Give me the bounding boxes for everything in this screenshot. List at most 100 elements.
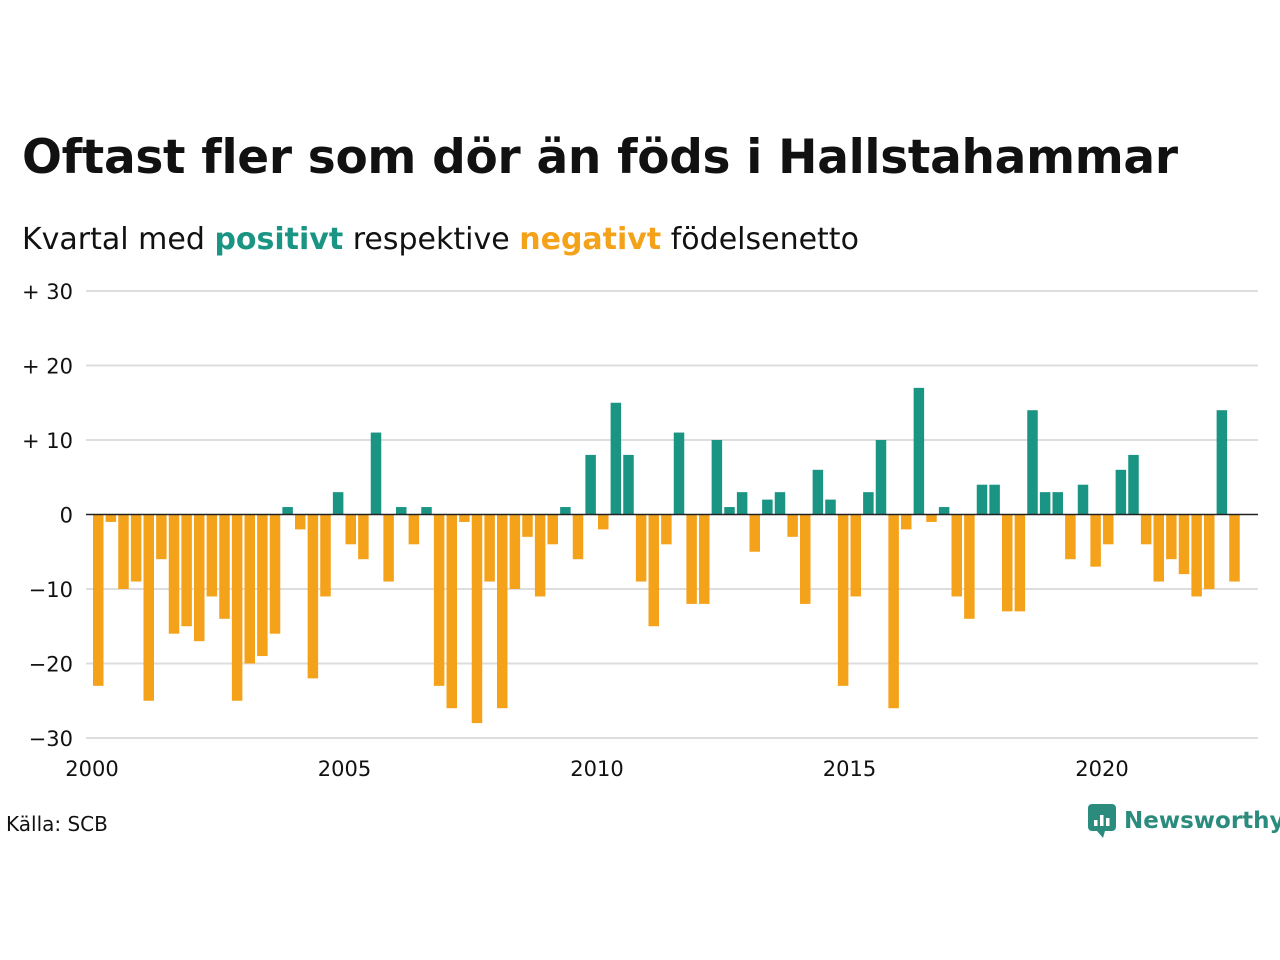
bar-negative: [509, 514, 521, 589]
bar-negative: [1229, 514, 1240, 582]
bar-positive: [332, 492, 344, 515]
bar-positive: [282, 507, 293, 515]
bar-negative: [800, 514, 811, 604]
bar-positive: [1077, 484, 1089, 515]
y-axis-labels: + 30 + 20 + 10 0 −10 −20 −30: [22, 280, 73, 751]
y-tick-label: −30: [29, 727, 73, 751]
y-tick-label: + 10: [22, 429, 73, 453]
x-tick-label: 2005: [318, 757, 371, 781]
bar-positive: [1027, 410, 1038, 515]
bar-positive: [610, 402, 622, 515]
bar-negative: [206, 514, 218, 597]
bar-negative: [787, 514, 798, 537]
bar-positive: [1216, 410, 1228, 515]
bar-negative: [1191, 514, 1202, 597]
bar-negative: [888, 514, 899, 709]
x-tick-label: 2000: [65, 757, 118, 781]
bar-negative: [926, 514, 937, 522]
bar-negative: [295, 514, 306, 530]
brand-name: Newsworthy: [1124, 808, 1280, 834]
subtitle-negative-label: negativt: [519, 222, 662, 257]
bar-negative: [547, 514, 558, 545]
bar-positive: [673, 432, 685, 515]
x-tick-label: 2015: [823, 757, 876, 781]
bar-negative: [964, 514, 975, 619]
subtitle-positive-label: positivt: [214, 222, 344, 257]
source-label: Källa: SCB: [6, 812, 108, 836]
bar-positive: [1052, 492, 1063, 515]
bar-negative: [320, 514, 331, 597]
bar-negative: [850, 514, 861, 597]
bar-positive: [560, 507, 571, 515]
bar-negative: [484, 514, 495, 582]
x-tick-label: 2020: [1075, 757, 1128, 781]
bar-negative: [143, 514, 154, 701]
bar-positive: [623, 454, 634, 515]
bar-negative: [231, 514, 243, 701]
bar-positive: [774, 492, 786, 515]
bar-negative: [244, 514, 255, 664]
bar-negative: [686, 514, 697, 604]
x-axis-labels: 2000 2005 2010 2015 2020: [65, 757, 1128, 781]
grid-lines: [86, 290, 1258, 739]
bar-negative: [1014, 514, 1026, 612]
bar-positive: [724, 507, 735, 515]
x-tick-label: 2010: [570, 757, 623, 781]
bar-negative: [383, 514, 394, 582]
bar-negative: [93, 514, 104, 686]
bar-positive: [989, 484, 1000, 515]
bar-negative: [901, 514, 912, 530]
bar-negative: [345, 514, 356, 545]
bar-negative: [130, 514, 142, 582]
y-tick-label: + 20: [22, 355, 73, 379]
bar-negative: [749, 514, 760, 552]
bar-negative: [1090, 514, 1101, 567]
bar-positive: [1039, 492, 1051, 515]
bar-positive: [938, 507, 950, 515]
bar-positive: [711, 440, 723, 515]
bar-negative: [269, 514, 281, 634]
bar-negative: [1103, 514, 1114, 545]
chart-subtitle: Kvartal med positivt respektive negativt…: [22, 222, 859, 257]
bar-positive: [762, 499, 773, 515]
bar-negative: [1178, 514, 1190, 575]
bar-negative: [156, 514, 167, 560]
bar-negative: [699, 514, 710, 604]
bar-negative: [1204, 514, 1215, 589]
chart-title: Oftast fler som dör än föds i Hallstaham…: [22, 130, 1178, 185]
bar-negative: [1002, 514, 1013, 612]
bar-positive: [1128, 454, 1139, 515]
bar-positive: [585, 454, 596, 515]
bar-negative: [433, 514, 445, 686]
bar-negative: [534, 514, 546, 597]
bar-negative: [181, 514, 192, 627]
bar-negative: [598, 514, 609, 530]
y-tick-label: + 30: [22, 280, 73, 304]
bar-negative: [118, 514, 129, 589]
subtitle-suffix: födelsenetto: [670, 222, 859, 257]
subtitle-middle: respektive: [352, 222, 510, 257]
y-tick-label: −20: [29, 653, 73, 677]
bar-positive: [370, 432, 382, 515]
bar-negative: [1140, 514, 1152, 545]
y-tick-label: −10: [29, 578, 73, 602]
bar-negative: [1153, 514, 1164, 582]
y-tick-label: 0: [60, 504, 73, 528]
bar-negative: [1166, 514, 1177, 560]
bar-negative: [408, 514, 420, 545]
bar-positive: [736, 492, 748, 515]
bar-positive: [863, 492, 874, 515]
bar-negative: [358, 514, 369, 560]
bar-positive: [421, 507, 432, 515]
bar-positive: [1115, 469, 1127, 515]
bar-negative: [1065, 514, 1076, 560]
bar-negative: [661, 514, 672, 545]
bar-positive: [812, 469, 824, 515]
bar-negative: [837, 514, 849, 686]
bar-positive: [913, 387, 925, 515]
bar-negative: [522, 514, 533, 537]
bar-negative: [471, 514, 483, 724]
bar-negative: [168, 514, 180, 634]
subtitle-prefix: Kvartal med: [22, 222, 205, 257]
bars: [93, 387, 1240, 724]
